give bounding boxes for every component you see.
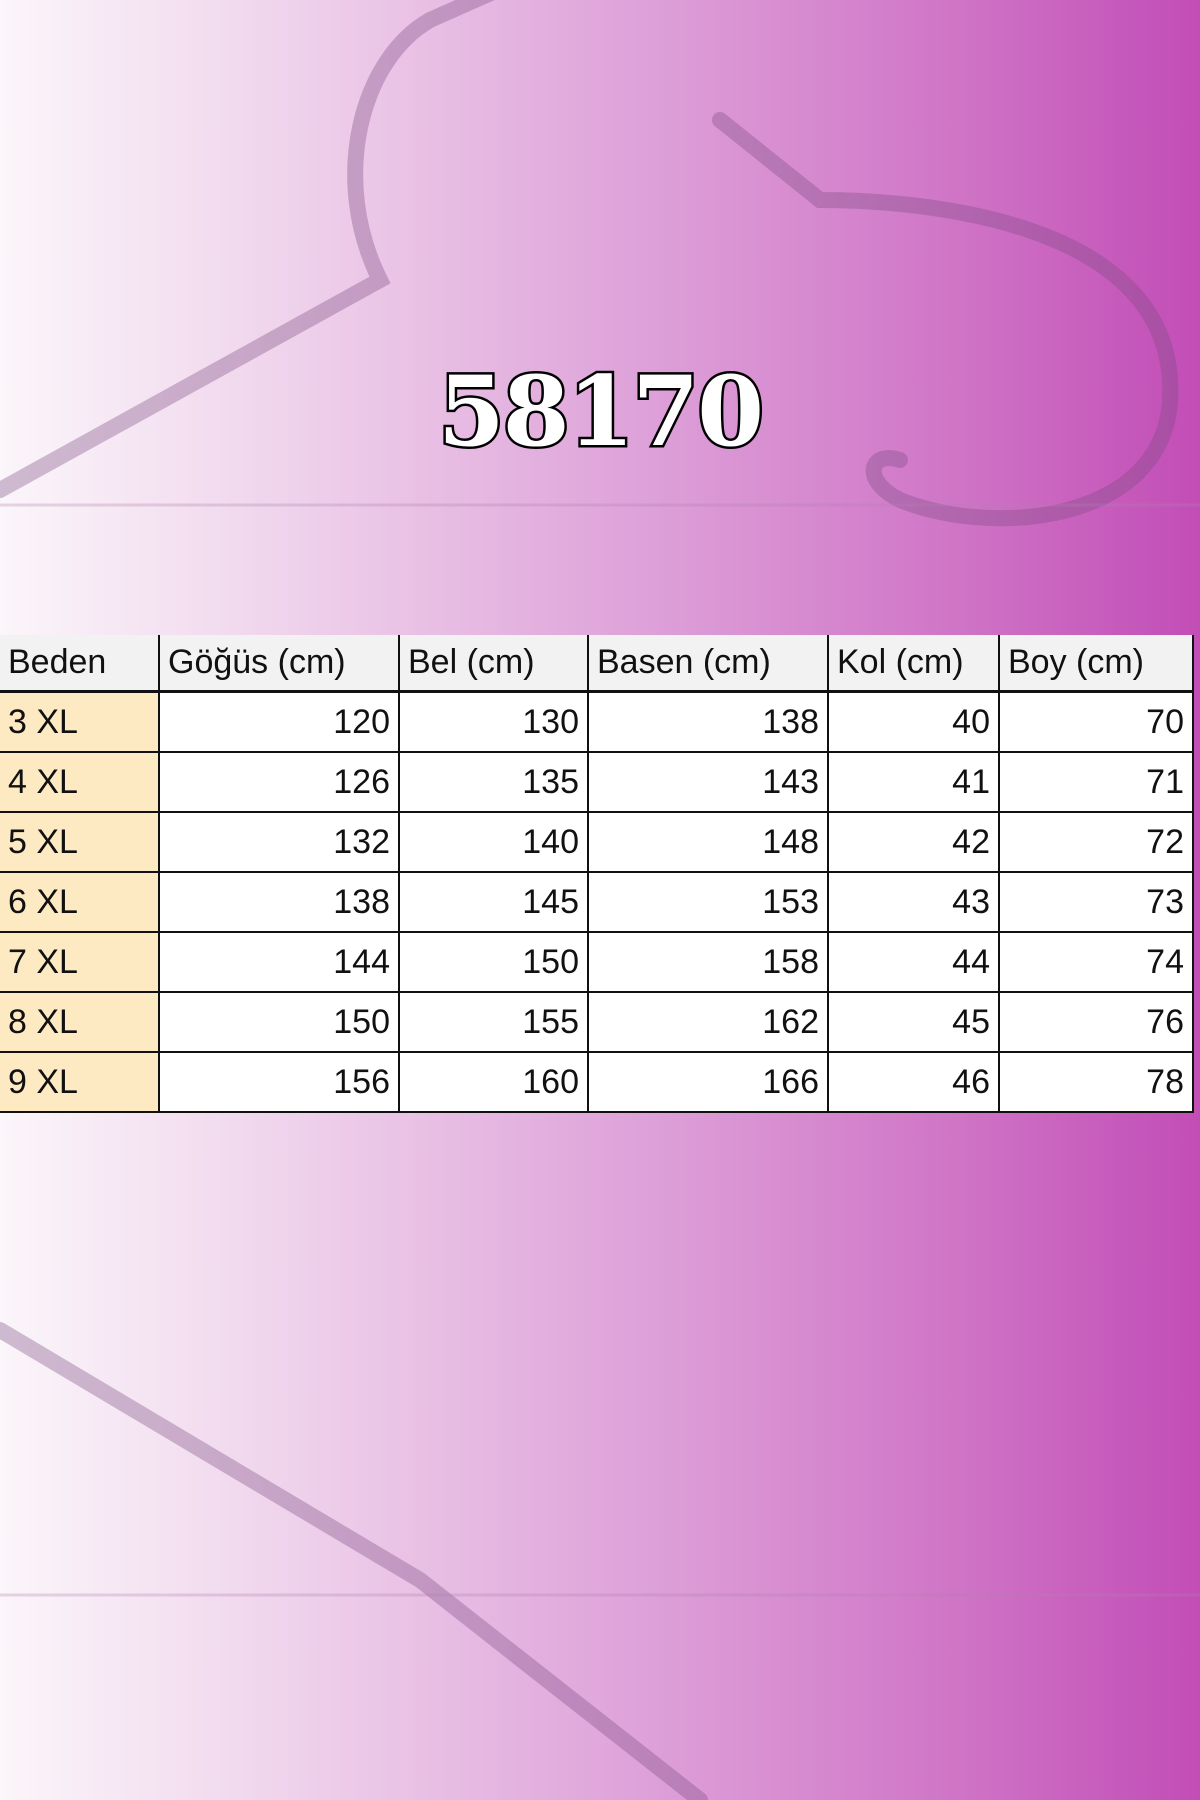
cell-basen: 162 (587, 991, 829, 1053)
cell-kol: 43 (827, 871, 1000, 933)
table-row: 4 XL 126 135 143 41 71 (0, 751, 1194, 813)
cell-kol: 45 (827, 991, 1000, 1053)
cell-basen: 143 (587, 751, 829, 813)
cell-size: 8 XL (0, 991, 160, 1053)
cell-size: 4 XL (0, 751, 160, 813)
cell-bel: 140 (398, 811, 589, 873)
cell-gogus: 150 (158, 991, 400, 1053)
cell-size: 5 XL (0, 811, 160, 873)
table-row: 3 XL 120 130 138 40 70 (0, 690, 1194, 753)
table-header-row: Beden Göğüs (cm) Bel (cm) Basen (cm) Kol… (0, 635, 1194, 693)
hanger-bottom (0, 1322, 708, 1800)
cell-boy: 73 (998, 871, 1194, 933)
cell-basen: 166 (587, 1051, 829, 1113)
cell-bel: 155 (398, 991, 589, 1053)
header-bel: Bel (cm) (398, 635, 589, 693)
cell-basen: 158 (587, 931, 829, 993)
cell-boy: 76 (998, 991, 1194, 1053)
cell-boy: 71 (998, 751, 1194, 813)
table-row: 9 XL 156 160 166 46 78 (0, 1051, 1194, 1113)
cell-kol: 42 (827, 811, 1000, 873)
cell-size: 7 XL (0, 931, 160, 993)
cell-bel: 130 (398, 690, 589, 753)
header-beden: Beden (0, 635, 160, 693)
cell-gogus: 156 (158, 1051, 400, 1113)
cell-bel: 135 (398, 751, 589, 813)
hanger-hook (712, 112, 1179, 527)
cell-basen: 148 (587, 811, 829, 873)
cell-gogus: 132 (158, 811, 400, 873)
cell-gogus: 144 (158, 931, 400, 993)
header-boy: Boy (cm) (998, 635, 1194, 693)
cell-gogus: 138 (158, 871, 400, 933)
cell-basen: 153 (587, 871, 829, 933)
cell-boy: 70 (998, 690, 1194, 753)
cell-gogus: 120 (158, 690, 400, 753)
header-basen: Basen (cm) (587, 635, 829, 693)
cell-size: 3 XL (0, 690, 160, 753)
table-row: 8 XL 150 155 162 45 76 (0, 991, 1194, 1053)
hanger-top (0, 0, 495, 498)
cell-boy: 78 (998, 1051, 1194, 1113)
table-row: 7 XL 144 150 158 44 74 (0, 931, 1194, 993)
table-row: 6 XL 138 145 153 43 73 (0, 871, 1194, 933)
cell-gogus: 126 (158, 751, 400, 813)
cell-basen: 138 (587, 690, 829, 753)
header-gogus: Göğüs (cm) (158, 635, 400, 693)
cell-bel: 150 (398, 931, 589, 993)
cell-boy: 74 (998, 931, 1194, 993)
size-chart-table: Beden Göğüs (cm) Bel (cm) Basen (cm) Kol… (0, 635, 1194, 1113)
cell-size: 9 XL (0, 1051, 160, 1113)
cell-bel: 160 (398, 1051, 589, 1113)
cell-boy: 72 (998, 811, 1194, 873)
cell-kol: 46 (827, 1051, 1000, 1113)
cell-kol: 41 (827, 751, 1000, 813)
cell-bel: 145 (398, 871, 589, 933)
product-code-title: 58170 (436, 353, 767, 471)
cell-kol: 44 (827, 931, 1000, 993)
table-row: 5 XL 132 140 148 42 72 (0, 811, 1194, 873)
header-kol: Kol (cm) (827, 635, 1000, 693)
cell-size: 6 XL (0, 871, 160, 933)
cell-kol: 40 (827, 690, 1000, 753)
